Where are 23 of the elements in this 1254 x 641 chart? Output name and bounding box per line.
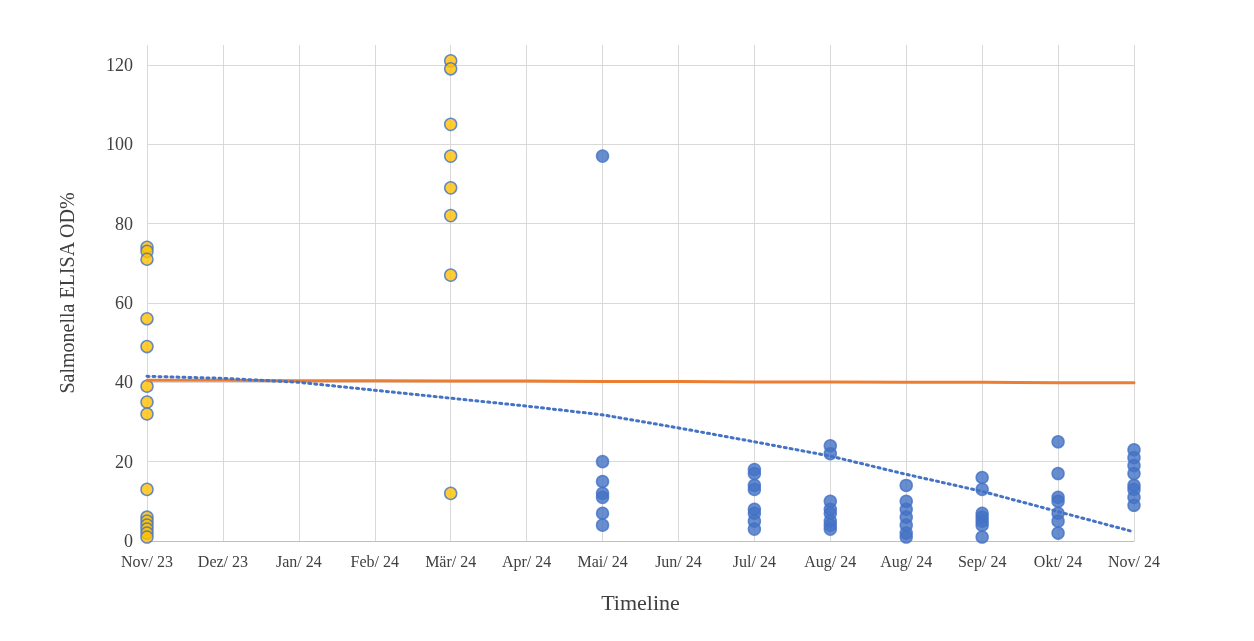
y-tick-label: 0: [124, 531, 133, 551]
x-tick-label: Mär/ 24: [425, 552, 477, 570]
x-tick-label: Jul/ 24: [732, 552, 776, 570]
x-axis-title: Timeline: [601, 589, 680, 615]
x-tick-label: Apr/ 24: [501, 552, 552, 571]
y-tick-label: 80: [115, 213, 133, 234]
y-tick-label: 60: [115, 292, 133, 313]
y-tick-label: 40: [115, 372, 133, 393]
x-tick-label: Aug/ 24: [880, 552, 933, 571]
y-tick-label: 100: [106, 134, 133, 155]
x-tick-label: Sep/ 24: [957, 552, 1007, 571]
x-tick-label: Dez/ 23: [197, 552, 249, 570]
x-tick-label: Nov/ 24: [1108, 552, 1160, 570]
x-tick-label: Aug/ 24: [804, 552, 857, 571]
x-tick-label: Okt/ 24: [1033, 552, 1083, 570]
x-tick-label: Jun/ 24: [655, 552, 702, 570]
y-axis-title: Salmonella ELISA OD%: [56, 192, 78, 394]
y-tick-label: 120: [106, 54, 133, 75]
x-tick-label: Jan/ 24: [275, 552, 322, 570]
x-tick-label: Feb/ 24: [350, 552, 399, 570]
x-tick-label: Nov/ 23: [121, 552, 173, 570]
y-tick-label: 20: [115, 451, 133, 472]
x-tick-label: Mai/ 24: [577, 552, 628, 570]
